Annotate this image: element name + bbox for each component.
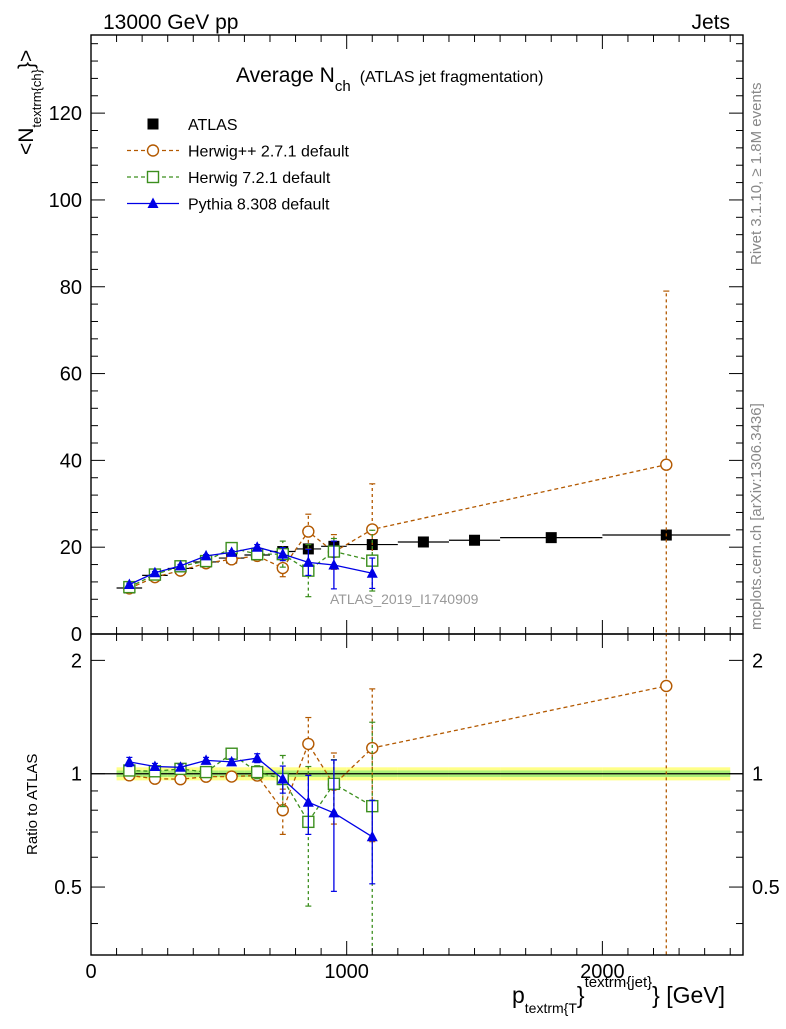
point-3-2 <box>174 559 186 571</box>
analysis-label: ATLAS_2019_I1740909 <box>330 591 479 607</box>
point-3-0 <box>123 755 135 767</box>
point-0-11 <box>469 534 481 546</box>
y-tick-label: 80 <box>60 277 82 299</box>
point-3-1 <box>149 760 161 772</box>
point-3-6 <box>277 548 289 559</box>
series-line-3 <box>129 757 373 838</box>
ratio-y-tick-label-right: 1 <box>752 764 763 786</box>
legend-item-2: Herwig 7.2.1 default <box>127 170 331 187</box>
x-axis-title-close: } <box>577 982 585 1008</box>
legend-label: Herwig++ 2.7.1 default <box>188 144 350 161</box>
point-3-3 <box>200 754 212 765</box>
point-3-5 <box>251 752 263 763</box>
y-axis-title-main: <Ntextrm{ch}}> <box>15 50 44 155</box>
point-3-4 <box>226 546 238 557</box>
y-axis-title-ratio: Ratio to ATLAS <box>24 754 41 855</box>
legend-marker <box>147 197 159 208</box>
ratio-y-tick-label: 0.5 <box>54 877 82 899</box>
point-1-4 <box>225 770 238 783</box>
point-3-8 <box>328 806 340 818</box>
ratio-frame <box>90 633 744 956</box>
series-line-3 <box>129 546 373 586</box>
point-3-1 <box>149 566 161 578</box>
x-axis-title-p: p <box>512 982 525 1008</box>
ratio-y-tick-label-right: 2 <box>752 650 763 672</box>
x-axis-title: ptextrm{T}textrm{jet}} [GeV] <box>512 974 725 1016</box>
y-axis-title-sub: textrm{ch} <box>29 68 44 127</box>
legend-item-3: Pythia 8.308 default <box>127 197 330 214</box>
point-1-10 <box>660 458 673 471</box>
series-1 <box>123 290 673 634</box>
plot-title-sub: ch <box>335 78 351 95</box>
point-1-9 <box>366 523 379 536</box>
series-2 <box>123 721 379 955</box>
plot-title-main: Average N <box>236 64 335 87</box>
point-1-2 <box>174 773 187 786</box>
point-1-6 <box>276 561 289 575</box>
y-tick-label: 40 <box>60 450 82 472</box>
series-2 <box>123 529 379 598</box>
point-3-6 <box>277 773 289 784</box>
ratio-y-tick-label: 2 <box>71 650 82 672</box>
legend: ATLAS Herwig++ 2.7.1 default Herwig 7.2.1 … <box>127 117 350 214</box>
series-line-1 <box>129 685 667 812</box>
y-tick-label: 100 <box>49 190 82 212</box>
plot-title: Average Nch (ATLAS jet fragmentation) <box>236 64 543 95</box>
legend-marker <box>146 170 160 184</box>
point-3-9 <box>366 830 378 842</box>
header-right: Jets <box>691 11 730 34</box>
series-line-2 <box>129 752 373 824</box>
x-tick-label: 2000 <box>580 961 625 983</box>
legend-label: Herwig 7.2.1 default <box>188 170 331 187</box>
ratio-panel: 0 1000 2000 0.5 0.5 1 1 2 2 <box>54 633 780 983</box>
point-3-5 <box>251 541 263 552</box>
series-line-1 <box>129 464 667 589</box>
plot-title-suffix: (ATLAS jet fragmentation) <box>360 69 544 86</box>
point-3-7 <box>302 556 314 567</box>
ratio-y-tick-label-right: 0.5 <box>752 877 780 899</box>
y-tick-label: 60 <box>60 364 82 386</box>
legend-label: Pythia 8.308 default <box>188 197 330 214</box>
legend-item-1: Herwig++ 2.7.1 default <box>127 144 350 161</box>
x-axis-title-unit: } [GeV] <box>652 982 725 1008</box>
point-1-7 <box>302 525 315 538</box>
x-tick-label: 1000 <box>324 961 369 983</box>
x-tick-label: 0 <box>85 961 96 983</box>
legend-item-0: ATLAS <box>147 117 238 134</box>
mcplots-label: mcplots.cern.ch [arXiv:1306.3436] <box>748 403 765 630</box>
point-3-0 <box>123 578 135 590</box>
y-tick-label: 0 <box>71 624 82 646</box>
x-axis-title-sub: textrm{T <box>525 1000 578 1016</box>
point-3-8 <box>328 558 340 570</box>
series-3 <box>123 540 378 590</box>
point-2-5 <box>250 765 264 779</box>
point-3-4 <box>226 755 238 767</box>
x-axis-title-sup: textrm{jet} <box>585 974 653 991</box>
y-axis-title-pre: <N <box>15 128 38 155</box>
legend-marker <box>146 144 160 157</box>
y-axis-title-post: }> <box>15 50 38 69</box>
y-tick-label: 120 <box>49 103 82 125</box>
legend-label: ATLAS <box>188 117 238 134</box>
point-3-9 <box>366 567 378 578</box>
y-tick-label: 20 <box>60 537 82 559</box>
point-1-10 <box>660 679 673 693</box>
main-panel: 0 20 40 60 80 100 120 <box>49 34 744 646</box>
point-3-2 <box>174 761 186 772</box>
point-1-7 <box>302 737 315 751</box>
point-3-3 <box>200 549 212 561</box>
point-0-12 <box>545 532 557 544</box>
rivet-label: Rivet 3.1.10, ≥ 1.8M events <box>748 83 765 266</box>
point-2-3 <box>199 765 213 779</box>
header-left: 13000 GeV pp <box>103 11 238 34</box>
point-0-10 <box>417 536 429 548</box>
series-3 <box>123 752 378 892</box>
ratio-y-tick-label: 1 <box>71 764 82 786</box>
point-3-7 <box>302 796 314 807</box>
legend-marker <box>147 118 159 130</box>
